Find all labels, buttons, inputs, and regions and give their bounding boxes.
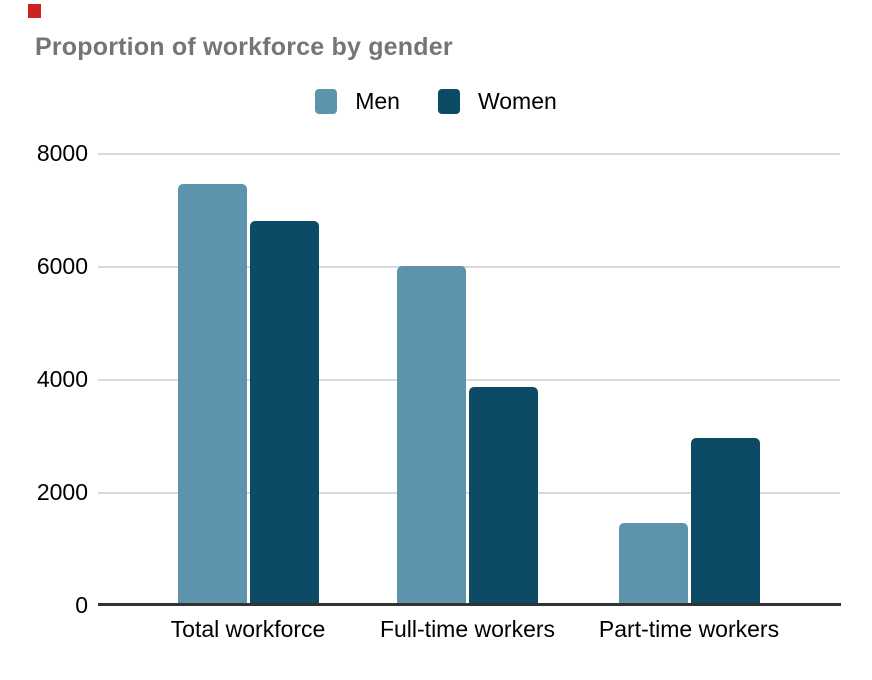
bar-group-1 bbox=[177, 184, 319, 605]
bar-women-3 bbox=[690, 438, 760, 605]
legend-swatch-women bbox=[437, 88, 460, 114]
x-category-label-3: Part-time workers bbox=[598, 616, 780, 642]
x-axis-line bbox=[98, 603, 841, 606]
bar-women-2 bbox=[469, 387, 538, 605]
bar-women-1 bbox=[249, 221, 319, 605]
gridline-6000 bbox=[98, 266, 840, 268]
legend: Men Women bbox=[0, 87, 872, 115]
y-tick-label-0: 0 bbox=[75, 592, 88, 618]
red-marker bbox=[28, 4, 41, 18]
bar-men-3 bbox=[618, 523, 688, 605]
bar-men-2 bbox=[397, 266, 466, 605]
legend-label: Women bbox=[477, 87, 557, 114]
bar-men-1 bbox=[177, 184, 247, 605]
y-tick-label-6000: 6000 bbox=[36, 253, 88, 279]
legend-swatch-men bbox=[315, 88, 338, 114]
y-tick-label-8000: 8000 bbox=[36, 140, 88, 166]
bar-group-3 bbox=[618, 438, 760, 605]
bar-group-2 bbox=[397, 266, 538, 605]
gridline-8000 bbox=[98, 153, 840, 155]
legend-item-men: Men bbox=[315, 88, 400, 115]
gridline-4000 bbox=[98, 379, 840, 381]
x-category-label-1: Total workforce bbox=[170, 616, 326, 642]
legend-label: Men bbox=[355, 87, 400, 114]
chart-title: Proportion of workforce by gender bbox=[35, 33, 453, 61]
x-category-label-2: Full-time workers bbox=[379, 616, 556, 642]
legend-item-women: Women bbox=[437, 87, 557, 115]
plot-area bbox=[98, 153, 840, 605]
y-tick-label-4000: 4000 bbox=[36, 366, 88, 392]
y-tick-label-2000: 2000 bbox=[36, 479, 88, 505]
